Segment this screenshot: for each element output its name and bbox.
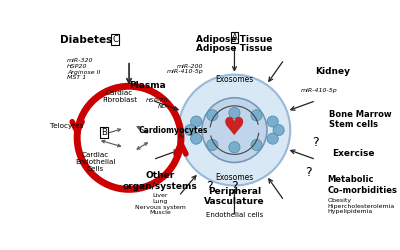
Text: Cardiac
Fibroblast: Cardiac Fibroblast — [102, 90, 137, 103]
Text: A: A — [232, 33, 237, 42]
Text: Other
organ/systems: Other organ/systems — [123, 172, 198, 191]
Text: Obesity
Hipercholesterolemia
Hypelipidemia: Obesity Hipercholesterolemia Hypelipidem… — [328, 198, 395, 214]
Text: HSP-70
NO: HSP-70 NO — [146, 98, 168, 108]
Ellipse shape — [229, 108, 240, 118]
Ellipse shape — [267, 116, 278, 127]
Ellipse shape — [207, 140, 218, 150]
Text: Adipose Tissue: Adipose Tissue — [196, 35, 273, 44]
Text: Adipose Tissue: Adipose Tissue — [196, 44, 273, 54]
Ellipse shape — [267, 133, 278, 144]
Text: Endothelial cells: Endothelial cells — [206, 212, 263, 218]
Text: Kidney: Kidney — [315, 67, 350, 76]
Text: ?: ? — [206, 180, 213, 194]
Text: Peripheral
Vasculature: Peripheral Vasculature — [204, 187, 265, 206]
Text: ?: ? — [306, 166, 312, 179]
Text: Liver
Lung
Nervous system
Muscle: Liver Lung Nervous system Muscle — [135, 193, 186, 216]
Ellipse shape — [251, 140, 262, 150]
Text: Cardiomyocytes: Cardiomyocytes — [138, 126, 208, 134]
Text: B: B — [101, 128, 107, 136]
Ellipse shape — [179, 75, 290, 186]
Text: miR-410-5p: miR-410-5p — [301, 88, 338, 93]
Text: Exosomes: Exosomes — [215, 74, 254, 84]
Text: ?: ? — [312, 136, 318, 149]
Text: miR-200
miR-410-5p: miR-200 miR-410-5p — [167, 64, 204, 74]
Ellipse shape — [202, 98, 267, 162]
Text: Exercise: Exercise — [332, 149, 375, 158]
Text: Bone Marrow
Stem cells: Bone Marrow Stem cells — [329, 110, 392, 129]
Ellipse shape — [191, 116, 202, 127]
Ellipse shape — [229, 142, 240, 153]
Text: ♥: ♥ — [223, 116, 246, 140]
Text: Diabetes: Diabetes — [60, 35, 113, 45]
Ellipse shape — [185, 124, 196, 136]
Text: Plasma: Plasma — [130, 81, 166, 90]
Ellipse shape — [273, 124, 284, 136]
Text: Metabolic
Co-morbidities: Metabolic Co-morbidities — [328, 175, 397, 195]
Ellipse shape — [251, 110, 262, 121]
Text: Cardiac
Endothelial
Cells: Cardiac Endothelial Cells — [75, 152, 115, 172]
Text: C: C — [112, 35, 118, 44]
Ellipse shape — [207, 110, 218, 121]
Ellipse shape — [191, 133, 202, 144]
Text: miR-320
HSP20
Arginose II
MST 1: miR-320 HSP20 Arginose II MST 1 — [67, 58, 100, 80]
Text: ?: ? — [231, 180, 238, 194]
Text: Telocytes: Telocytes — [50, 123, 84, 129]
Text: Exosomes: Exosomes — [215, 173, 254, 182]
